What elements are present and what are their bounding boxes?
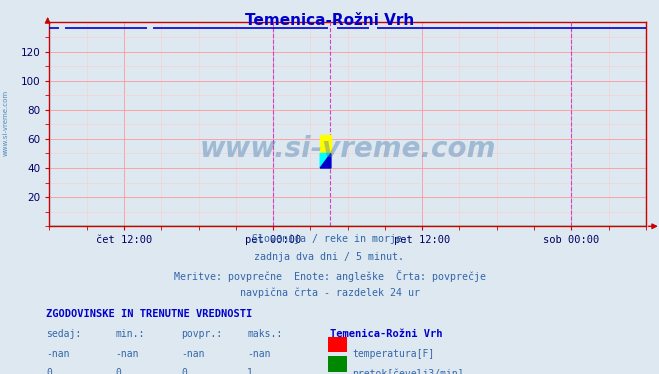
Text: temperatura[F]: temperatura[F] <box>353 349 435 359</box>
Text: www.si-vreme.com: www.si-vreme.com <box>2 91 9 156</box>
Polygon shape <box>320 153 331 168</box>
Text: min.:: min.: <box>115 329 145 339</box>
Text: 0: 0 <box>115 368 121 374</box>
Text: -nan: -nan <box>247 349 271 359</box>
Text: 0: 0 <box>181 368 187 374</box>
Text: ZGODOVINSKE IN TRENUTNE VREDNOSTI: ZGODOVINSKE IN TRENUTNE VREDNOSTI <box>46 309 252 319</box>
Text: Meritve: povprečne  Enote: angleške  Črta: povprečje: Meritve: povprečne Enote: angleške Črta:… <box>173 270 486 282</box>
Text: 0: 0 <box>46 368 52 374</box>
Text: -nan: -nan <box>46 349 70 359</box>
Text: zadnja dva dni / 5 minut.: zadnja dva dni / 5 minut. <box>254 252 405 262</box>
Polygon shape <box>320 153 331 168</box>
Text: Slovenija / reke in morje.: Slovenija / reke in morje. <box>252 234 407 244</box>
Text: pretok[čevelj3/min]: pretok[čevelj3/min] <box>353 368 464 374</box>
Text: Temenica-Rožni Vrh: Temenica-Rožni Vrh <box>245 13 414 28</box>
Text: www.si-vreme.com: www.si-vreme.com <box>200 135 496 163</box>
Text: -nan: -nan <box>181 349 205 359</box>
Bar <box>320 135 331 153</box>
Text: 1: 1 <box>247 368 253 374</box>
Text: Temenica-Rožni Vrh: Temenica-Rožni Vrh <box>330 329 442 339</box>
Text: maks.:: maks.: <box>247 329 282 339</box>
Text: sedaj:: sedaj: <box>46 329 81 339</box>
Text: navpična črta - razdelek 24 ur: navpična črta - razdelek 24 ur <box>239 288 420 298</box>
Text: -nan: -nan <box>115 349 139 359</box>
Text: povpr.:: povpr.: <box>181 329 222 339</box>
